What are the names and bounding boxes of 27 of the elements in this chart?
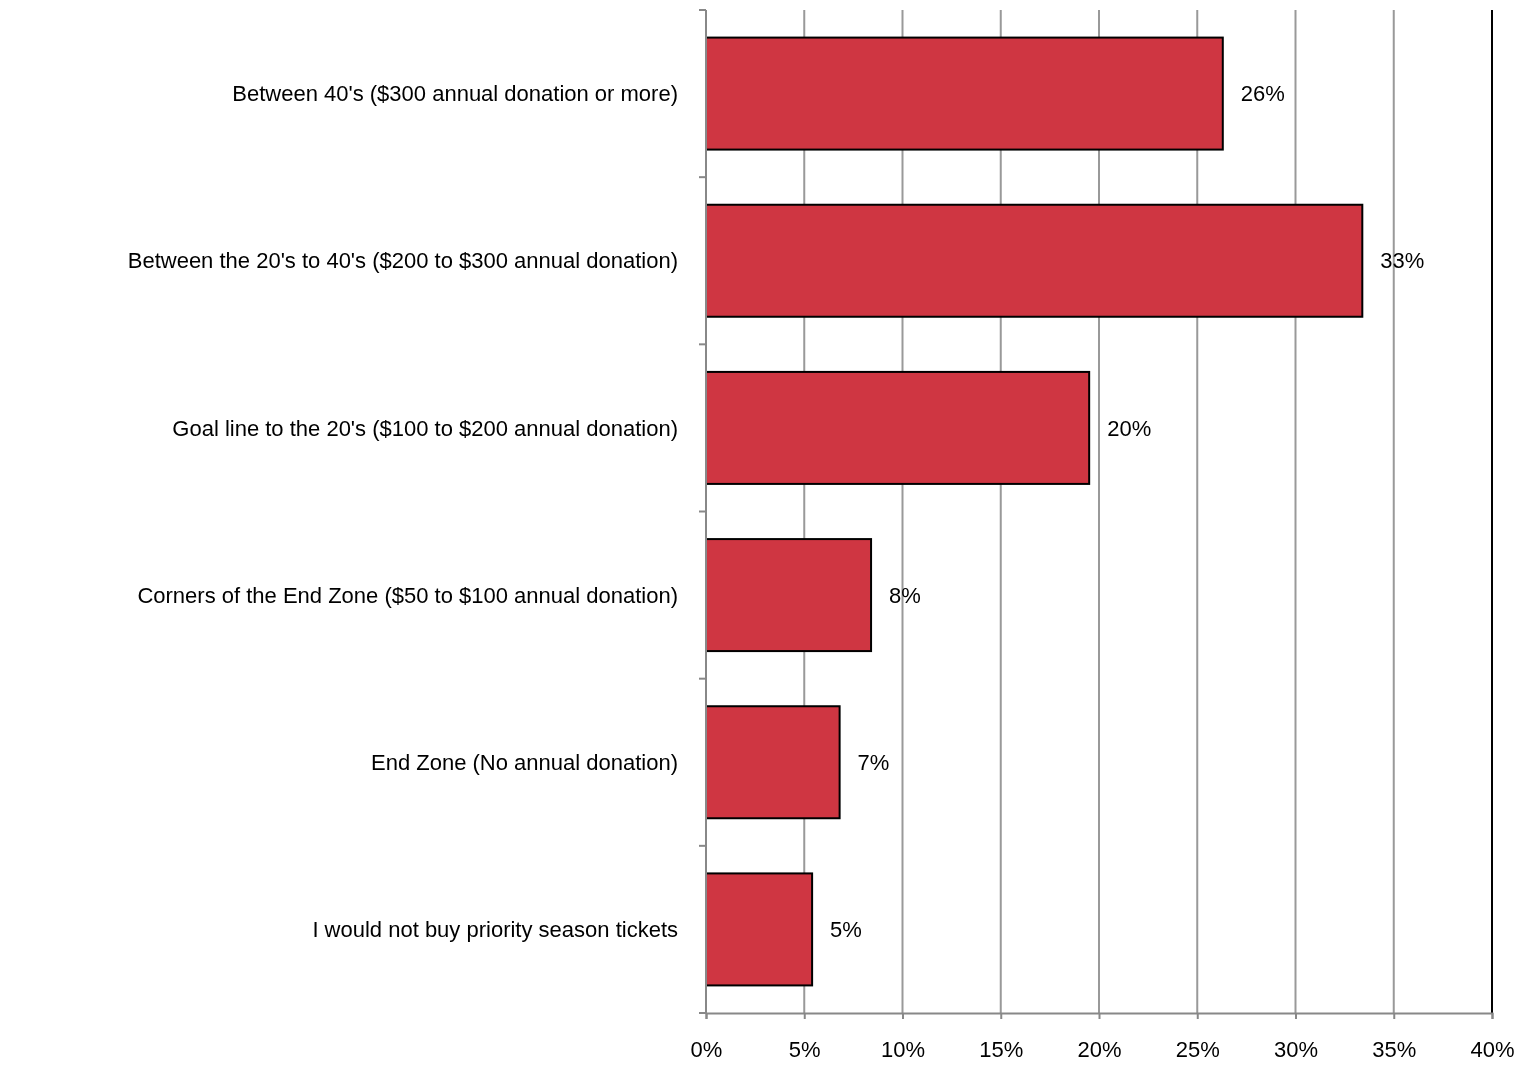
data-label: 33% xyxy=(1380,248,1425,274)
x-tick-label: 5% xyxy=(788,1037,821,1063)
y-tick-label: End Zone (No annual donation) xyxy=(371,749,678,775)
x-tick-label: 25% xyxy=(1175,1037,1220,1063)
data-label: 8% xyxy=(889,582,921,608)
x-tick-label: 30% xyxy=(1273,1037,1319,1063)
bar xyxy=(705,36,1224,151)
data-label: 20% xyxy=(1107,415,1152,441)
x-tick-label: 15% xyxy=(979,1037,1024,1063)
y-tick-label: Between 40's ($300 annual donation or more) xyxy=(232,81,678,107)
bar xyxy=(705,203,1364,318)
x-tick-label: 20% xyxy=(1077,1037,1122,1063)
x-tick-label: 35% xyxy=(1372,1037,1417,1063)
bar xyxy=(705,705,841,820)
data-label: 7% xyxy=(857,749,890,775)
y-tick-label: Goal line to the 20's ($100 to $200 annual donation) xyxy=(172,415,678,441)
bar xyxy=(705,538,873,653)
x-tick-label: 0% xyxy=(690,1037,723,1063)
bar xyxy=(705,872,814,987)
y-tick-label: Between the 20's to 40's ($200 to $300 annual donation) xyxy=(127,248,678,274)
x-tick-label: 40% xyxy=(1470,1037,1515,1063)
x-tick-label: 10% xyxy=(880,1037,926,1063)
data-label: 5% xyxy=(830,917,862,943)
bar xyxy=(705,370,1091,485)
y-tick-label: Corners of the End Zone ($50 to $100 annual donation) xyxy=(137,582,678,608)
data-label: 26% xyxy=(1240,81,1285,107)
y-tick-label: I would not buy priority season tickets xyxy=(312,917,678,943)
